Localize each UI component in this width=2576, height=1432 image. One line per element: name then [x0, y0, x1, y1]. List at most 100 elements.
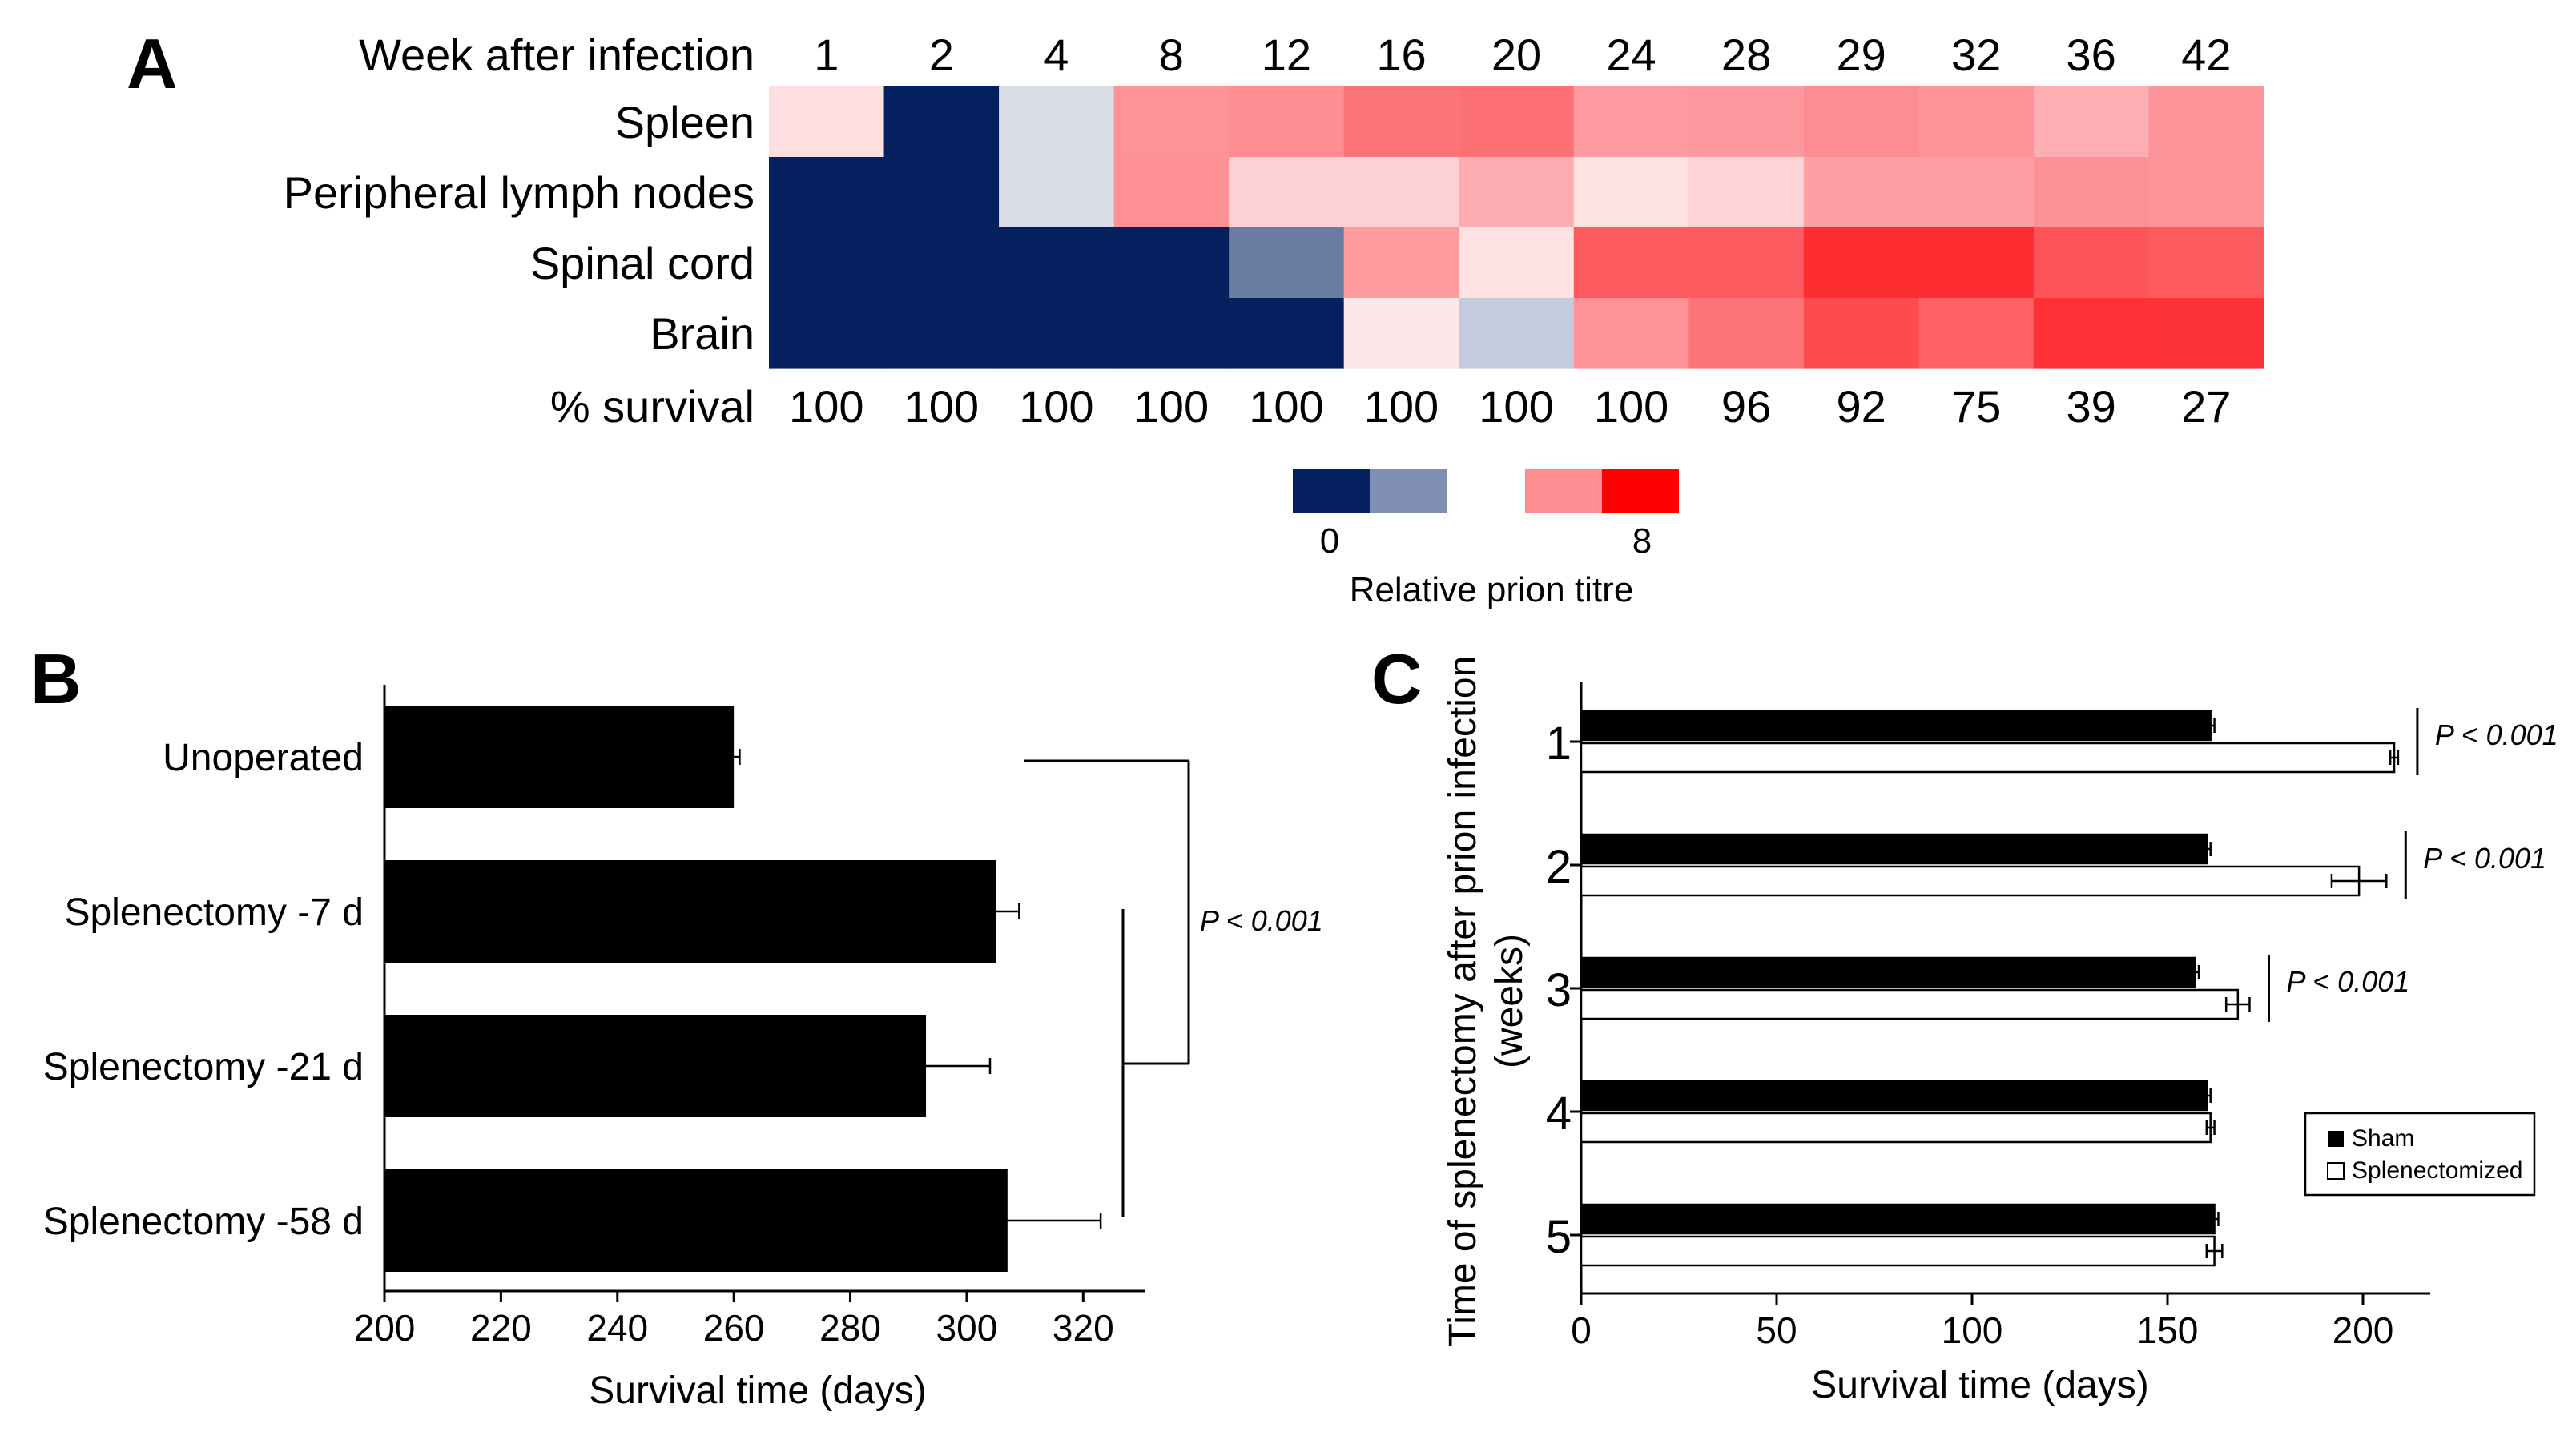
heatmap-cell-brain-week-42	[2148, 298, 2264, 369]
heatmap-cell-peripheral-lymph-nodes-week-32	[1918, 157, 2035, 228]
row-label-spinal-cord: Spinal cord	[530, 238, 755, 288]
panel-b-p-value: P < 0.001	[1200, 904, 1323, 937]
week-label-32: 32	[1951, 30, 2001, 80]
heatmap-cell-spleen-week-42	[2148, 86, 2264, 158]
colorbar-swatch-1	[1293, 469, 1370, 513]
heatmap-cell-peripheral-lymph-nodes-week-20	[1459, 157, 1575, 228]
heatmap-cell-brain-week-32	[1918, 298, 2035, 369]
panel-c-bar-sham-week-2	[1580, 833, 2208, 865]
heatmap-cell-brain-week-2	[883, 298, 1000, 369]
heatmap-cell-peripheral-lymph-nodes-week-4	[999, 157, 1115, 228]
heatmap-cell-spleen-week-8	[1113, 86, 1230, 158]
week-label-2: 2	[929, 30, 954, 80]
heatmap-cell-peripheral-lymph-nodes-week-36	[2033, 157, 2150, 228]
panel-c-p-value-week-3: P < 0.001	[2286, 965, 2409, 998]
week-header: Week after infection	[359, 30, 755, 80]
colorbar-swatch-3	[1525, 469, 1602, 513]
legend-splenectomized-swatch	[2327, 1162, 2345, 1180]
week-label-12: 12	[1262, 30, 1311, 80]
survival-value-week-16: 100	[1364, 381, 1439, 432]
panel-b-tick-label-300: 300	[936, 1307, 998, 1349]
heatmap-cell-peripheral-lymph-nodes-week-42	[2148, 157, 2264, 228]
heatmap-cell-spinal-cord-week-12	[1229, 227, 1345, 299]
panel-b-tick-label-220: 220	[470, 1307, 532, 1349]
panel-a-label: A	[127, 24, 178, 103]
heatmap-cell-spinal-cord-week-1	[769, 227, 885, 299]
heatmap-cell-spleen-week-16	[1343, 86, 1459, 158]
panel-c-category-4: 4	[1546, 1088, 1572, 1140]
heatmap-cell-spleen-week-2	[883, 86, 1000, 158]
panel-c-category-2: 2	[1546, 841, 1572, 893]
survival-values: 100 100 100 100 100 100 100 100 96 92 75 39 27	[789, 381, 2231, 432]
panel-b-category-splenectomy-21-d: Splenectomy -21 d	[43, 1046, 364, 1088]
panel-b-tick-label-260: 260	[703, 1307, 765, 1349]
panel-c-legend: Sham Splenectomized	[2304, 1112, 2536, 1197]
panel-c-bar-sham-week-4	[1580, 1080, 2208, 1112]
panel-c-y-axis-title: Time of splenectomy after prion infectio…	[1442, 656, 1484, 1347]
heatmap-cell-spleen-week-24	[1573, 86, 1689, 158]
panel-c-category-5: 5	[1546, 1211, 1572, 1263]
panel-c-tick-label-200: 200	[2332, 1309, 2394, 1351]
heatmap-cell-spleen-week-1	[769, 86, 885, 158]
survival-value-week-1: 100	[789, 381, 863, 432]
week-label-36: 36	[2067, 30, 2116, 80]
week-label-20: 20	[1491, 30, 1541, 80]
heatmap-cell-spinal-cord-week-16	[1343, 227, 1459, 299]
heatmap-cell-peripheral-lymph-nodes-week-29	[1803, 157, 1919, 228]
legend-splenectomized-label: Splenectomized	[2352, 1157, 2522, 1184]
panel-c-bar-splenectomized-week-4	[1580, 1112, 2212, 1144]
heatmap-cell-brain-week-28	[1688, 298, 1805, 369]
heatmap-cell-peripheral-lymph-nodes-week-24	[1573, 157, 1689, 228]
week-label-1: 1	[814, 30, 839, 80]
heatmap-cell-brain-week-36	[2033, 298, 2150, 369]
heatmap-cell-spinal-cord-week-36	[2033, 227, 2150, 299]
heatmap-cell-brain-week-4	[999, 298, 1115, 369]
panel-a: A Week after infection 1 2 4 8 12 16 20 24 28 29 3…	[127, 24, 2264, 609]
panel-c-x-axis-title: Survival time (days)	[1811, 1364, 2148, 1406]
survival-value-week-8: 100	[1134, 381, 1209, 432]
panel-c-tick-label-50: 50	[1756, 1309, 1797, 1351]
heatmap-grid	[769, 86, 2264, 369]
heatmap-cell-spinal-cord-week-32	[1918, 227, 2035, 299]
survival-value-week-2: 100	[904, 381, 979, 432]
panel-b-bar-splenectomy-7-d	[384, 860, 996, 963]
panel-b-bar-splenectomy-21-d	[384, 1015, 927, 1117]
panel-b-x-axis-title: Survival time (days)	[589, 1370, 926, 1412]
heatmap-cell-spleen-week-28	[1688, 86, 1805, 158]
panel-b-category-splenectomy-7-d: Splenectomy -7 d	[64, 891, 364, 934]
heatmap-cell-brain-week-24	[1573, 298, 1689, 369]
panel-c-tick-label-0: 0	[1571, 1309, 1592, 1351]
row-label-spleen: Spleen	[615, 97, 755, 147]
survival-value-week-36: 39	[2067, 381, 2116, 432]
panel-b-bar-unoperated	[384, 706, 735, 808]
survival-value-week-32: 75	[1951, 381, 2001, 432]
heatmap-cell-peripheral-lymph-nodes-week-16	[1343, 157, 1459, 228]
week-labels: 1 2 4 8 12 16 20 24 28 29 32 36 42	[814, 30, 2231, 80]
legend-sham-swatch	[2328, 1131, 2344, 1147]
heatmap-cell-spleen-week-29	[1803, 86, 1919, 158]
week-label-4: 4	[1044, 30, 1069, 80]
heatmap-cell-brain-week-20	[1459, 298, 1575, 369]
panel-b-tick-label-200: 200	[354, 1307, 416, 1349]
week-label-16: 16	[1376, 30, 1426, 80]
week-label-42: 42	[2181, 30, 2231, 80]
survival-value-week-29: 92	[1836, 381, 1886, 432]
survival-value-week-42: 27	[2181, 381, 2231, 432]
panel-c-p-value-week-1: P < 0.001	[2435, 718, 2558, 751]
panel-c-bar-splenectomized-week-3	[1580, 988, 2240, 1020]
heatmap-cell-spleen-week-36	[2033, 86, 2150, 158]
colorbar-high-label: 8	[1632, 521, 1652, 561]
heatmap-cell-spinal-cord-week-28	[1688, 227, 1805, 299]
colorbar-title: Relative prion titre	[1350, 570, 1634, 609]
survival-value-week-24: 100	[1594, 381, 1668, 432]
heatmap-cell-spleen-week-12	[1229, 86, 1345, 158]
panel-c-bar-sham-week-3	[1580, 956, 2196, 988]
panel-c-bar-splenectomized-week-5	[1580, 1235, 2216, 1267]
heatmap-cell-brain-week-12	[1229, 298, 1345, 369]
panel-c-tick-label-100: 100	[1942, 1309, 2003, 1351]
heatmap-cell-brain-week-16	[1343, 298, 1459, 369]
panel-c-category-1: 1	[1546, 718, 1572, 770]
panel-c-bar-splenectomized-week-1	[1580, 742, 2396, 774]
heatmap-cell-peripheral-lymph-nodes-week-2	[883, 157, 1000, 228]
